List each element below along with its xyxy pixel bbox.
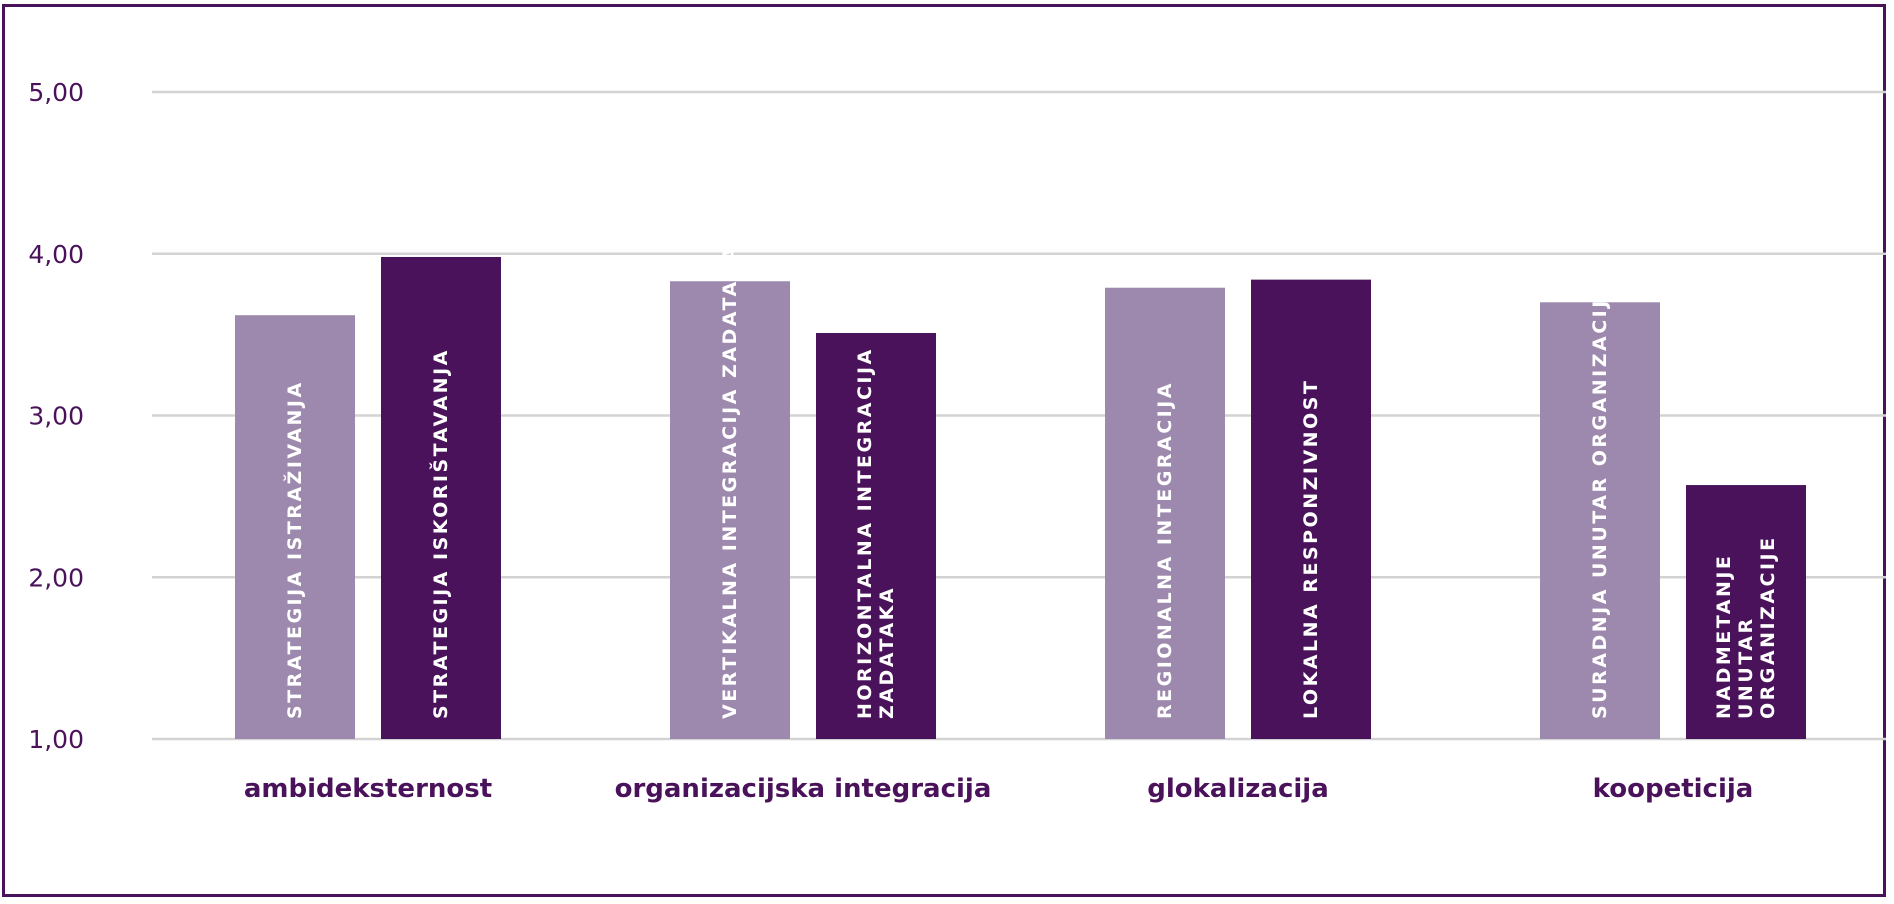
bar [816,333,936,739]
y-axis-tick-labels: 1,00 2,00 3,00 4,00 5,00 [28,78,84,754]
y-tick-label: 2,00 [28,563,84,592]
bar-label: REGIONALNA INTEGRACIJA [1154,381,1176,719]
bar-label: ORGANIZACIJE [1757,535,1779,719]
bar-label: STRATEGIJA ISKORIŠTAVANJA [428,348,452,719]
category-label: ambideksternost [244,774,492,804]
y-tick-label: 1,00 [28,725,84,754]
bar-label: UNUTAR [1735,616,1757,719]
bar [1105,287,1225,739]
bar [670,281,790,739]
bar [235,315,355,739]
bar-label: LOKALNA RESPONZIVNOST [1300,379,1322,719]
bars: STRATEGIJA ISTRAŽIVANJA STRATEGIJA ISKORI… [235,245,1806,739]
bar [1686,485,1806,739]
bar-label: SURADNJA UNUTAR ORGANIZACIJE [1589,283,1611,719]
bar [381,256,501,739]
category-label: organizacijska integracija [615,774,992,804]
bar-label: STRATEGIJA ISTRAŽIVANJA [283,380,306,719]
bar [1251,279,1371,739]
bar-label: NADMETANJE [1713,554,1735,719]
y-tick-label: 5,00 [28,78,84,107]
bar-label: VERTIKALNA INTEGRACIJA ZADATAKA [719,245,741,719]
bar [1540,302,1660,739]
bar-label: HORIZONTALNA INTEGRACIJA [854,347,876,719]
category-label: glokalizacija [1147,774,1329,804]
y-tick-label: 3,00 [28,402,84,431]
category-label: koopeticija [1593,774,1754,804]
bar-label: ZADATAKA [876,586,898,719]
y-tick-label: 4,00 [28,240,84,269]
category-labels: ambideksternost organizacijska integracij… [244,774,1754,804]
